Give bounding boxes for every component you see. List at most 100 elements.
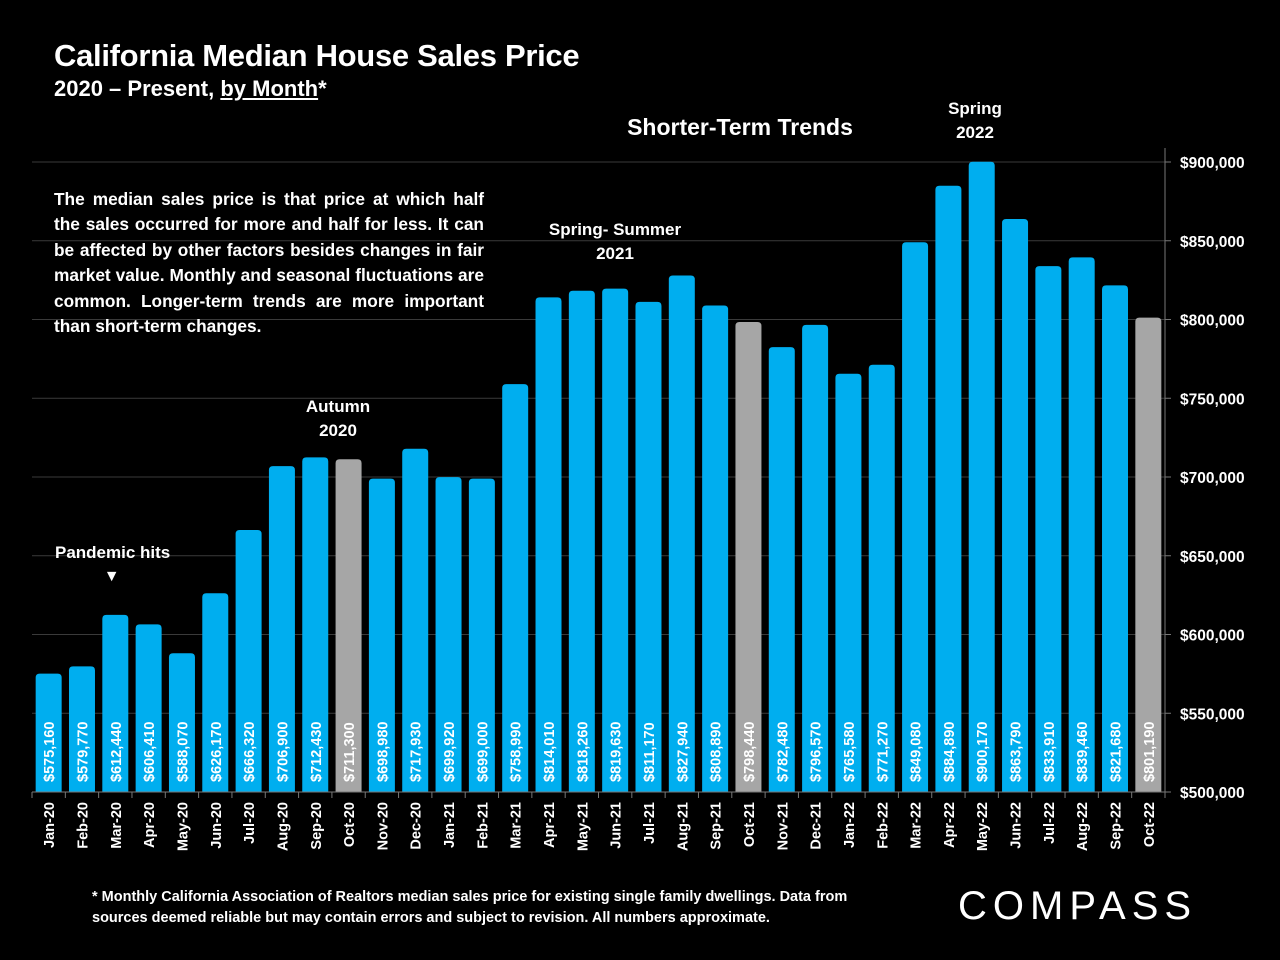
bar-value-label: $771,270 <box>875 722 891 782</box>
x-tick-label: Sep-21 <box>709 802 725 850</box>
y-tick-label: $550,000 <box>1180 706 1245 723</box>
bar-value-label: $706,900 <box>275 722 291 782</box>
x-tick-label: Mar-21 <box>509 802 525 849</box>
bar-value-label: $884,890 <box>942 722 958 782</box>
x-tick-label: Oct-20 <box>342 802 358 847</box>
x-tick-label: Mar-22 <box>909 802 925 849</box>
bar-dec-20 <box>402 448 429 792</box>
bar-jan-21 <box>435 477 462 792</box>
bar-oct-22 <box>1135 317 1162 792</box>
annotation-spring-2022: Spring 2022 <box>935 97 1015 145</box>
bar-value-label: $814,010 <box>542 722 558 782</box>
bar-value-label: $821,680 <box>1109 722 1125 782</box>
bar-value-label: $698,980 <box>375 722 391 782</box>
bar-apr-21 <box>535 297 562 792</box>
x-tick-label: Sep-22 <box>1109 802 1125 850</box>
x-tick-label: May-22 <box>975 802 991 851</box>
bar-value-label: $808,890 <box>709 722 725 782</box>
bar-jun-20 <box>202 593 229 792</box>
bars: $575,160 $579,770 $612,440 $606,410 $588,070… <box>35 161 1162 793</box>
x-tick-label: Mar-20 <box>109 802 125 849</box>
bar-sep-20 <box>302 457 329 792</box>
x-tick-label: Jul-21 <box>642 802 658 844</box>
bar-value-label: $666,320 <box>242 722 258 782</box>
bar-may-20 <box>168 653 195 792</box>
annotation-spring2022-line1: Spring <box>948 99 1002 118</box>
x-tick-label: Sep-20 <box>309 802 325 850</box>
annotation-ss2021-line2: 2021 <box>596 244 634 263</box>
bar-value-label: $711,300 <box>342 722 358 782</box>
bar-may-22 <box>968 161 995 793</box>
x-tick-label: Jun-20 <box>209 802 225 849</box>
x-tick-label: Dec-21 <box>809 802 825 850</box>
footnote-line2: sources deemed reliable but may contain … <box>92 910 770 926</box>
y-tick-label: $600,000 <box>1180 628 1245 645</box>
bar-nov-20 <box>368 478 395 792</box>
x-tick-label: Aug-20 <box>275 802 291 851</box>
x-tick-label: Oct-21 <box>742 802 758 847</box>
bar-value-label: $900,170 <box>975 722 991 782</box>
annotation-pandemic-label: Pandemic hits <box>55 543 171 562</box>
bar-mar-21 <box>502 384 529 792</box>
bar-value-label: $612,440 <box>109 722 125 782</box>
bar-value-label: $579,770 <box>75 722 91 782</box>
bar-value-label: $588,070 <box>175 722 191 782</box>
x-tick-label: Aug-21 <box>675 802 691 851</box>
bar-value-label: $801,190 <box>1142 722 1158 782</box>
chart-subtitle: 2020 – Present, by Month* <box>54 76 327 102</box>
y-tick-label: $700,000 <box>1180 470 1245 487</box>
y-tick-label: $900,000 <box>1180 155 1245 172</box>
x-tick-label: Jun-22 <box>1009 802 1025 849</box>
annotation-autumn-line1: Autumn <box>305 397 371 416</box>
bar-value-label: $833,910 <box>1042 722 1058 782</box>
bar-aug-20 <box>268 466 295 792</box>
x-tick-label: May-21 <box>575 802 591 851</box>
x-tick-label: Feb-21 <box>475 802 491 849</box>
y-tick-label: $750,000 <box>1180 391 1245 408</box>
x-tick-label: May-20 <box>175 802 191 851</box>
bar-dec-21 <box>802 324 829 792</box>
bar-value-label: $818,260 <box>575 722 591 782</box>
bar-apr-22 <box>935 185 962 793</box>
bar-value-label: $849,080 <box>909 722 925 782</box>
annotation-autumn-line2: 2020 <box>319 421 357 440</box>
annotation-pandemic: Pandemic hits ▼ <box>55 541 170 589</box>
bar-value-label: $699,920 <box>442 722 458 782</box>
bar-jul-20 <box>235 530 262 792</box>
bar-value-label: $827,940 <box>675 722 691 782</box>
y-tick-label: $850,000 <box>1180 234 1245 251</box>
y-tick-label: $500,000 <box>1180 785 1245 802</box>
bar-aug-21 <box>668 275 695 792</box>
x-tick-label: Nov-21 <box>775 802 791 850</box>
bar-feb-21 <box>468 478 495 792</box>
bar-jul-21 <box>635 301 662 792</box>
bar-oct-21 <box>735 321 762 792</box>
bar-value-label: $575,160 <box>42 722 58 782</box>
annotation-spring2022-line2: 2022 <box>956 123 994 142</box>
x-tick-label: Jun-21 <box>609 802 625 849</box>
axes: $500,000 $550,000 $600,000 $650,000 $700,000… <box>31 148 1245 851</box>
x-tick-label: Apr-22 <box>942 802 958 848</box>
x-tick-label: Oct-22 <box>1142 802 1158 847</box>
bar-sep-22 <box>1102 285 1129 792</box>
bar-nov-21 <box>768 347 795 792</box>
bar-sep-21 <box>702 305 729 792</box>
bar-may-21 <box>568 290 595 792</box>
bar-mar-22 <box>902 242 929 793</box>
x-tick-label: Jul-22 <box>1042 802 1058 844</box>
subtitle-by-month-link[interactable]: by Month <box>220 76 319 101</box>
description-text: The median sales price is that price at … <box>54 189 484 337</box>
annotation-spring-summer-2021: Spring- Summer 2021 <box>540 218 690 266</box>
annotation-autumn-2020: Autumn 2020 <box>298 395 378 443</box>
bar-value-label: $811,170 <box>642 722 658 782</box>
bar-value-label: $796,570 <box>809 722 825 782</box>
footnote-line1: * Monthly California Association of Real… <box>92 889 848 905</box>
bar-jul-22 <box>1035 266 1062 792</box>
compass-logo: COMPASS <box>958 884 1198 928</box>
bar-oct-20 <box>335 459 362 792</box>
bar-value-label: $626,170 <box>209 722 225 782</box>
x-tick-label: Jul-20 <box>242 802 258 844</box>
section-title: Shorter-Term Trends <box>627 114 853 140</box>
x-tick-label: Dec-20 <box>409 802 425 850</box>
